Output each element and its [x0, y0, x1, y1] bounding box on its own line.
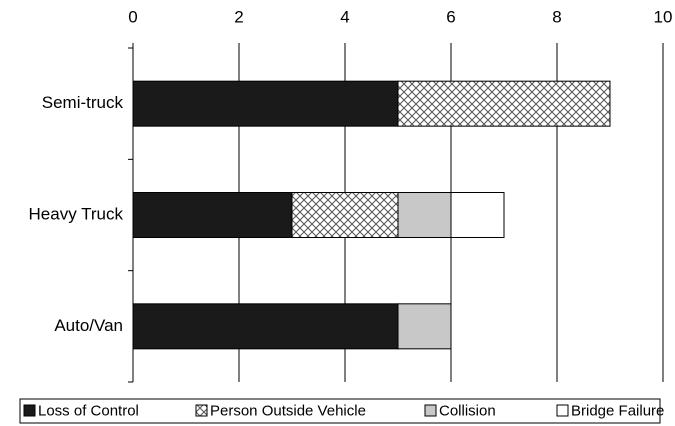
y-tick-label: Semi-truck [42, 93, 124, 112]
legend-swatch [556, 404, 569, 417]
x-tick-label: 10 [654, 7, 673, 26]
x-tick-label: 6 [446, 7, 455, 26]
legend-label: Bridge Failure [571, 402, 664, 419]
bar-segment [397, 80, 611, 127]
x-tick-label: 8 [552, 7, 561, 26]
bar-segment [450, 192, 505, 238]
bar-segment [397, 192, 452, 238]
legend-swatch [23, 404, 36, 417]
x-tick-label: 4 [340, 7, 349, 26]
legend-swatch [195, 404, 208, 417]
legend-swatch [424, 404, 437, 417]
x-tick-label: 0 [128, 7, 137, 26]
bar-segment [397, 303, 452, 350]
bar-segment [132, 192, 293, 238]
y-tick-label: Auto/Van [54, 316, 123, 335]
bar-segment [291, 192, 399, 238]
legend-label: Loss of Control [38, 402, 139, 419]
legend-box [19, 398, 661, 424]
bar-segment [132, 303, 399, 350]
legend-label: Person Outside Vehicle [210, 402, 366, 419]
bar-segment [132, 80, 399, 127]
x-tick-label: 2 [234, 7, 243, 26]
legend-label: Collision [439, 402, 496, 419]
y-tick-label: Heavy Truck [29, 204, 124, 223]
